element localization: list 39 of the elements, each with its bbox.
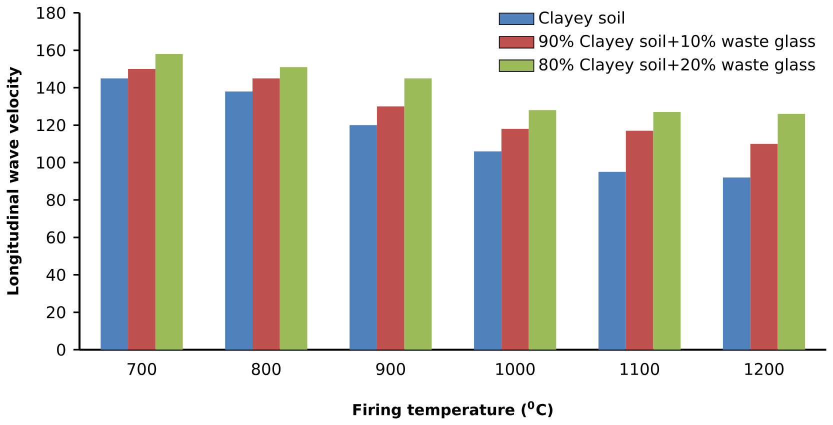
- bar: [750, 144, 778, 350]
- x-tick-label: 900: [376, 362, 406, 376]
- bar: [653, 112, 681, 350]
- y-tick-label: 120: [37, 118, 66, 132]
- bar: [155, 54, 183, 350]
- y-tick-label: 140: [37, 82, 66, 94]
- x-axis-title: Firing temperature ($^{0}$C): [353, 401, 552, 418]
- bar: [778, 114, 806, 350]
- y-tick-label: 60: [46, 231, 66, 244]
- bar: [350, 125, 377, 350]
- x-tick-label: 700: [128, 362, 156, 376]
- bar: [225, 91, 252, 350]
- y-tick-label: 20: [46, 306, 66, 318]
- y-tick-label: 100: [37, 156, 66, 169]
- bar: [501, 128, 529, 350]
- bar: [252, 78, 280, 350]
- bar: [404, 78, 432, 350]
- bar: [626, 130, 654, 350]
- x-tick-label: 800: [252, 362, 281, 376]
- legend-label: 80% Clayey soil+20% waste glass: [539, 58, 815, 74]
- bar: [376, 106, 404, 350]
- legend-label: 90% Clayey soil+10% waste glass: [539, 34, 815, 50]
- x-tick-label: 1100: [620, 362, 660, 376]
- bar: [128, 68, 156, 350]
- y-axis-title: Longitudinal wave velocity: [6, 66, 22, 294]
- y-tick-label: 80: [46, 194, 66, 206]
- bar: [528, 110, 556, 350]
- bar: [598, 172, 626, 350]
- y-tick-label: 40: [46, 268, 66, 281]
- x-tick-label: 1000: [496, 362, 535, 376]
- legend-label: Clayey soil: [539, 11, 624, 27]
- y-tick-label: 160: [37, 44, 66, 56]
- bar: [280, 67, 308, 350]
- bar: [474, 151, 502, 350]
- x-tick-label: 1200: [745, 362, 784, 376]
- y-tick-label: 0: [57, 344, 66, 356]
- bar: [100, 78, 128, 350]
- y-tick-label: 180: [37, 6, 66, 19]
- bar: [722, 177, 750, 350]
